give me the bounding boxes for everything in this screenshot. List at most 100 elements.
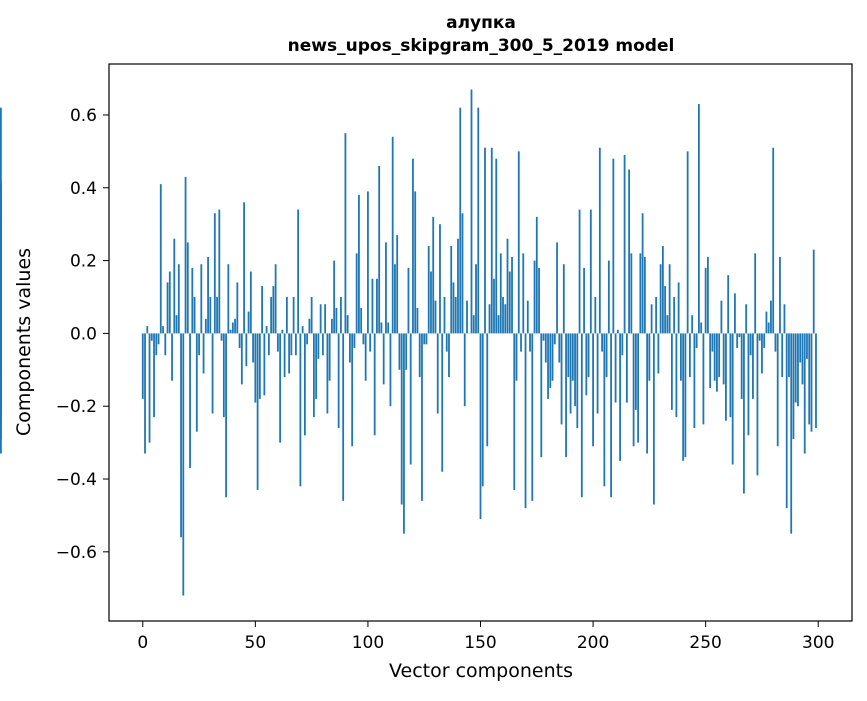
- bar: [572, 333, 574, 380]
- bar: [365, 333, 367, 380]
- bar: [615, 333, 617, 402]
- bar: [707, 257, 709, 333]
- bar: [592, 333, 594, 446]
- x-tick-label: 200: [577, 633, 609, 653]
- bar: [446, 333, 448, 351]
- bar: [790, 333, 792, 533]
- bar: [741, 333, 743, 399]
- bar: [160, 184, 162, 333]
- bar: [167, 282, 169, 333]
- bar: [495, 159, 497, 334]
- bar: [561, 333, 563, 424]
- bar: [606, 333, 608, 377]
- bar: [657, 333, 659, 373]
- bar: [385, 242, 387, 333]
- bar: [277, 333, 279, 351]
- bar: [444, 297, 446, 333]
- bar: [205, 319, 207, 334]
- bar: [428, 246, 430, 333]
- bar: [144, 333, 146, 453]
- bar: [263, 333, 265, 395]
- bar: [313, 333, 315, 417]
- x-tick-label: 0: [137, 633, 148, 653]
- bar: [768, 322, 770, 333]
- bar: [766, 312, 768, 334]
- y-tick-label: −0.6: [56, 543, 97, 563]
- bar: [513, 333, 515, 490]
- bar: [543, 333, 545, 340]
- bar: [390, 333, 392, 406]
- bar: [421, 333, 423, 500]
- bar: [239, 333, 241, 348]
- bar: [723, 333, 725, 384]
- bar: [617, 330, 619, 334]
- bar: [504, 304, 506, 333]
- bar: [340, 297, 342, 333]
- bar: [730, 333, 732, 417]
- bar: [732, 333, 734, 464]
- bar: [151, 333, 153, 340]
- bar: [297, 210, 299, 334]
- bar: [669, 264, 671, 333]
- bar: [225, 333, 227, 497]
- bar: [633, 333, 635, 446]
- bar: [651, 304, 653, 333]
- bar: [315, 333, 317, 399]
- bar: [180, 333, 182, 537]
- bar: [802, 333, 804, 384]
- bar: [811, 333, 813, 431]
- bar: [268, 333, 270, 355]
- bar: [214, 213, 216, 333]
- bar: [642, 213, 644, 333]
- bar: [142, 333, 144, 399]
- bar: [302, 326, 304, 333]
- bar: [455, 297, 457, 333]
- y-tick-label: −0.2: [56, 397, 97, 417]
- bar: [684, 333, 686, 457]
- bar: [270, 297, 272, 333]
- bar: [430, 272, 432, 334]
- bar: [254, 333, 256, 402]
- bar: [308, 319, 310, 334]
- bar: [813, 250, 815, 334]
- bar: [358, 195, 360, 333]
- bar: [716, 333, 718, 391]
- bar: [218, 210, 220, 334]
- bar: [687, 151, 689, 333]
- bar: [660, 264, 662, 333]
- bar: [675, 333, 677, 417]
- bar: [786, 333, 788, 508]
- bar: [529, 333, 531, 351]
- bar: [288, 333, 290, 373]
- bar: [178, 264, 180, 333]
- bar: [441, 333, 443, 471]
- bar: [554, 333, 556, 344]
- bar: [162, 326, 164, 333]
- bar: [363, 333, 365, 344]
- bar: [673, 297, 675, 333]
- bar: [399, 333, 401, 369]
- bar: [804, 333, 806, 453]
- bar: [671, 333, 673, 409]
- bar: [432, 217, 434, 334]
- bar: [459, 108, 461, 334]
- bar: [793, 333, 795, 439]
- bar: [788, 333, 790, 377]
- bar: [383, 333, 385, 384]
- bar: [678, 282, 680, 333]
- bar: [705, 268, 707, 334]
- bar: [198, 333, 200, 355]
- bar: [453, 282, 455, 333]
- bar: [797, 333, 799, 406]
- bar: [511, 257, 513, 333]
- bar: [266, 326, 268, 333]
- bar: [381, 322, 383, 333]
- bar: [410, 333, 412, 464]
- bar: [196, 333, 198, 431]
- y-tick-label: −0.4: [56, 470, 97, 490]
- bar: [806, 333, 808, 358]
- bar: [563, 264, 565, 333]
- bar: [279, 333, 281, 442]
- bar: [405, 333, 407, 369]
- bar: [700, 322, 702, 333]
